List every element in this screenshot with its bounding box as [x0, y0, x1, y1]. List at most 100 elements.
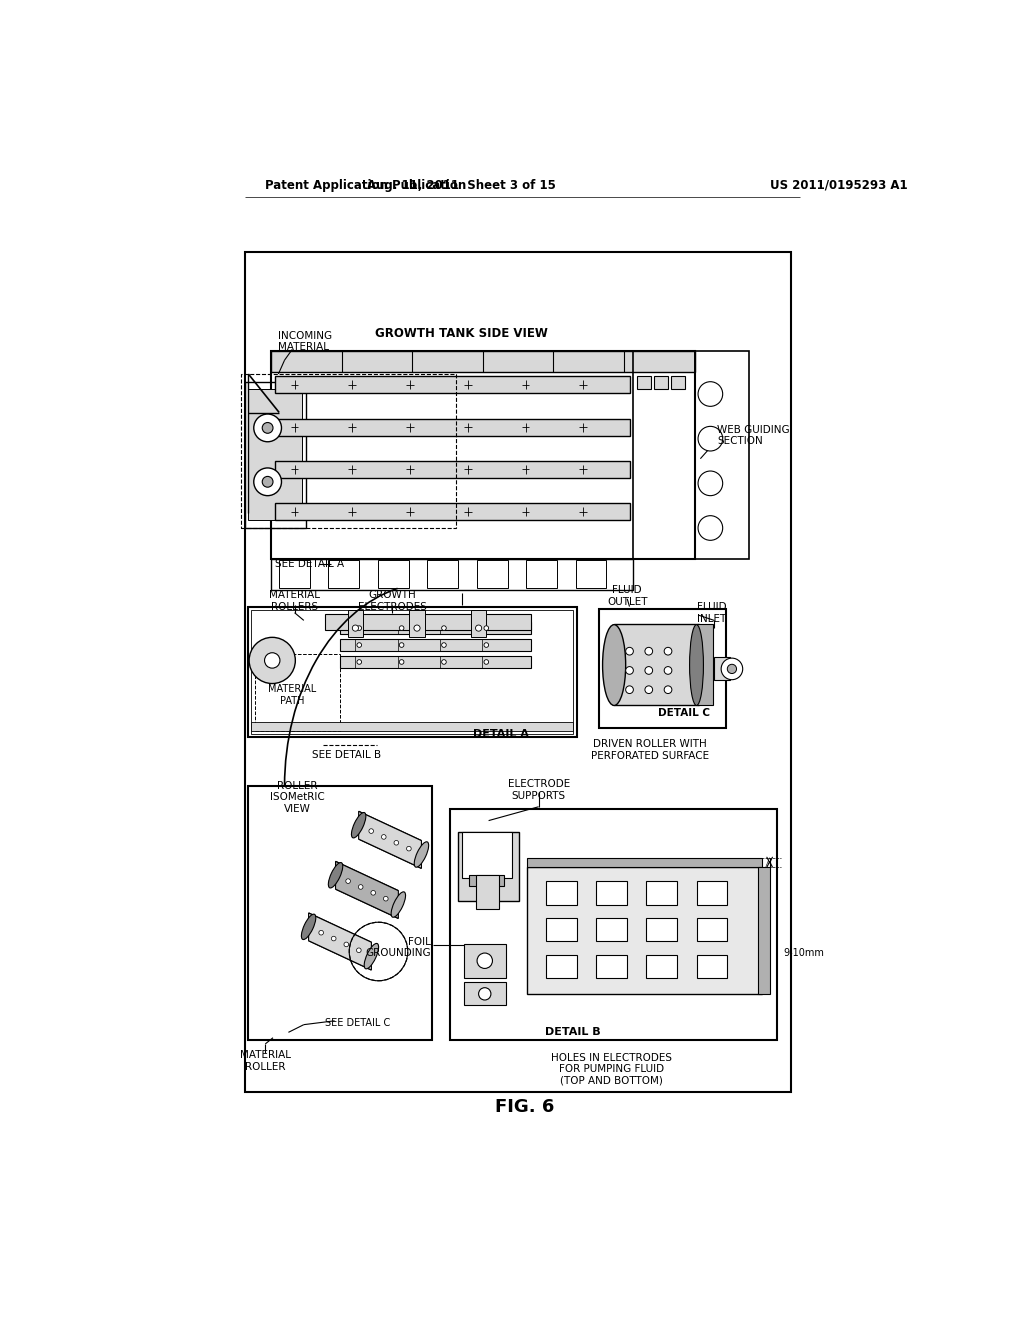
Bar — [340, 622, 531, 635]
Bar — [340, 656, 531, 668]
Circle shape — [698, 516, 723, 540]
Circle shape — [626, 667, 634, 675]
Bar — [271, 558, 634, 590]
Text: GROWTH TANK SIDE VIEW: GROWTH TANK SIDE VIEW — [375, 327, 548, 341]
Circle shape — [645, 647, 652, 655]
Circle shape — [383, 896, 388, 902]
Circle shape — [698, 426, 723, 451]
Text: MATERIAL
PATH: MATERIAL PATH — [268, 684, 316, 706]
Bar — [275, 376, 630, 393]
Text: DETAIL B: DETAIL B — [546, 1027, 601, 1038]
Bar — [348, 610, 364, 638]
Bar — [758, 867, 770, 994]
Text: Patent Application Publication: Patent Application Publication — [265, 178, 467, 191]
Bar — [714, 657, 730, 681]
Text: ROLLER
ISOMetRIC
VIEW: ROLLER ISOMetRIC VIEW — [270, 781, 325, 814]
Ellipse shape — [351, 813, 366, 838]
Bar — [464, 944, 506, 978]
Circle shape — [665, 647, 672, 655]
Circle shape — [645, 667, 652, 675]
Bar — [596, 882, 628, 904]
Bar — [696, 882, 727, 904]
Bar — [696, 919, 727, 941]
Bar — [325, 614, 531, 630]
Bar — [469, 875, 504, 886]
Bar — [340, 639, 531, 651]
Bar — [596, 919, 628, 941]
Bar — [637, 376, 651, 389]
Text: FIG. 6: FIG. 6 — [496, 1098, 554, 1115]
Text: Aug. 11, 2011  Sheet 3 of 15: Aug. 11, 2011 Sheet 3 of 15 — [368, 178, 556, 191]
Circle shape — [484, 660, 488, 664]
Circle shape — [407, 846, 412, 851]
Bar — [245, 252, 792, 1092]
Bar — [475, 875, 499, 909]
Circle shape — [478, 987, 490, 1001]
Text: MATERIAL
ROLLER: MATERIAL ROLLER — [240, 1049, 291, 1072]
Circle shape — [357, 626, 361, 631]
Bar — [248, 607, 578, 738]
Circle shape — [399, 626, 403, 631]
Bar — [275, 503, 630, 520]
Bar — [477, 561, 508, 589]
Text: HOLES IN ELECTRODES
FOR PUMPING FLUID
(TOP AND BOTTOM): HOLES IN ELECTRODES FOR PUMPING FLUID (T… — [551, 1053, 673, 1086]
Polygon shape — [358, 812, 422, 869]
Bar — [646, 956, 677, 978]
Bar — [275, 418, 630, 436]
Circle shape — [264, 653, 280, 668]
Circle shape — [369, 829, 374, 833]
Text: SEE DETAIL A: SEE DETAIL A — [275, 560, 344, 569]
Circle shape — [727, 664, 736, 673]
Bar — [646, 882, 677, 904]
Circle shape — [357, 643, 361, 647]
Bar — [547, 919, 578, 941]
Ellipse shape — [329, 862, 343, 888]
Circle shape — [484, 643, 488, 647]
Text: SEE DETAIL B: SEE DETAIL B — [311, 750, 381, 760]
Circle shape — [645, 686, 652, 693]
Text: FLUID
OUTLET: FLUID OUTLET — [607, 585, 647, 607]
Circle shape — [358, 884, 362, 890]
Circle shape — [399, 643, 403, 647]
Circle shape — [344, 942, 348, 946]
Circle shape — [477, 953, 493, 969]
Bar — [252, 722, 573, 731]
Circle shape — [721, 659, 742, 680]
Text: INCOMING
MATERIAL: INCOMING MATERIAL — [279, 331, 333, 352]
Circle shape — [475, 626, 481, 631]
Bar — [410, 610, 425, 638]
Bar — [271, 351, 695, 372]
Bar — [599, 609, 726, 729]
Bar — [695, 351, 749, 558]
Bar — [471, 610, 486, 638]
Text: SEE DETAIL C: SEE DETAIL C — [325, 1018, 390, 1028]
Circle shape — [484, 626, 488, 631]
Bar — [671, 376, 685, 389]
Bar — [547, 956, 578, 978]
Bar — [462, 832, 512, 878]
Bar — [275, 461, 630, 478]
Bar — [527, 867, 762, 994]
Bar — [271, 351, 695, 558]
Bar — [248, 785, 432, 1040]
Circle shape — [352, 626, 358, 631]
Circle shape — [262, 477, 273, 487]
Circle shape — [665, 667, 672, 675]
Circle shape — [254, 414, 282, 442]
Ellipse shape — [415, 842, 429, 867]
Text: US 2011/0195293 A1: US 2011/0195293 A1 — [770, 178, 907, 191]
Ellipse shape — [301, 915, 315, 940]
Circle shape — [441, 660, 446, 664]
Bar — [696, 624, 714, 705]
Text: MATERIAL
ROLLERS: MATERIAL ROLLERS — [269, 590, 321, 612]
Circle shape — [371, 891, 376, 895]
Text: ELECTRODE
SUPPORTS: ELECTRODE SUPPORTS — [508, 779, 569, 801]
Bar — [646, 919, 677, 941]
Bar — [451, 809, 777, 1040]
Text: DETAIL A: DETAIL A — [473, 730, 529, 739]
Text: 9-10mm: 9-10mm — [783, 948, 824, 958]
Circle shape — [356, 948, 361, 953]
Bar — [378, 561, 409, 589]
Bar — [464, 982, 506, 1006]
Polygon shape — [336, 862, 398, 919]
